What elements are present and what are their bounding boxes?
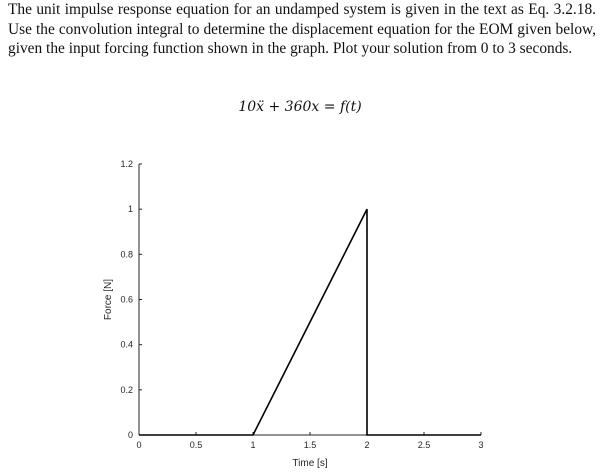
x-tick-label: 0.5 [190, 440, 203, 450]
y-tick-label: 0 [128, 430, 133, 440]
ticks: 0 0.5 1 1.5 2 2.5 3 0 0.2 0.4 0.6 0.8 1 1.2 [120, 159, 483, 450]
y-tick-label: 1 [128, 204, 133, 214]
y-tick-label: 0.8 [120, 249, 133, 259]
x-tick-label: 2.5 [418, 440, 431, 450]
y-axis-label: Force [N] [103, 279, 114, 320]
x-tick-label: 3 [478, 440, 483, 450]
problem-statement: The unit impulse response equation for a… [8, 1, 596, 57]
equation-rhs: f(t) [339, 99, 362, 115]
x-tick-label: 0 [136, 440, 141, 450]
axes [138, 164, 481, 436]
y-tick-label: 1.2 [120, 159, 133, 169]
x-tick-label: 1.5 [304, 440, 317, 450]
equation-of-motion: 10ẍ + 360x = f(t) [0, 99, 600, 115]
x-tick-label: 2 [364, 440, 369, 450]
equation-lhs: 10ẍ + 360x [238, 99, 320, 115]
x-tick-label: 1 [250, 440, 255, 450]
x-axis-label: Time [s] [292, 458, 327, 469]
y-tick-label: 0.2 [120, 385, 133, 395]
equation-equals: = [323, 99, 336, 115]
y-tick-label: 0.4 [120, 340, 133, 350]
series [139, 208, 481, 436]
y-tick-label: 0.6 [120, 295, 133, 305]
force-series-line [139, 208, 481, 436]
